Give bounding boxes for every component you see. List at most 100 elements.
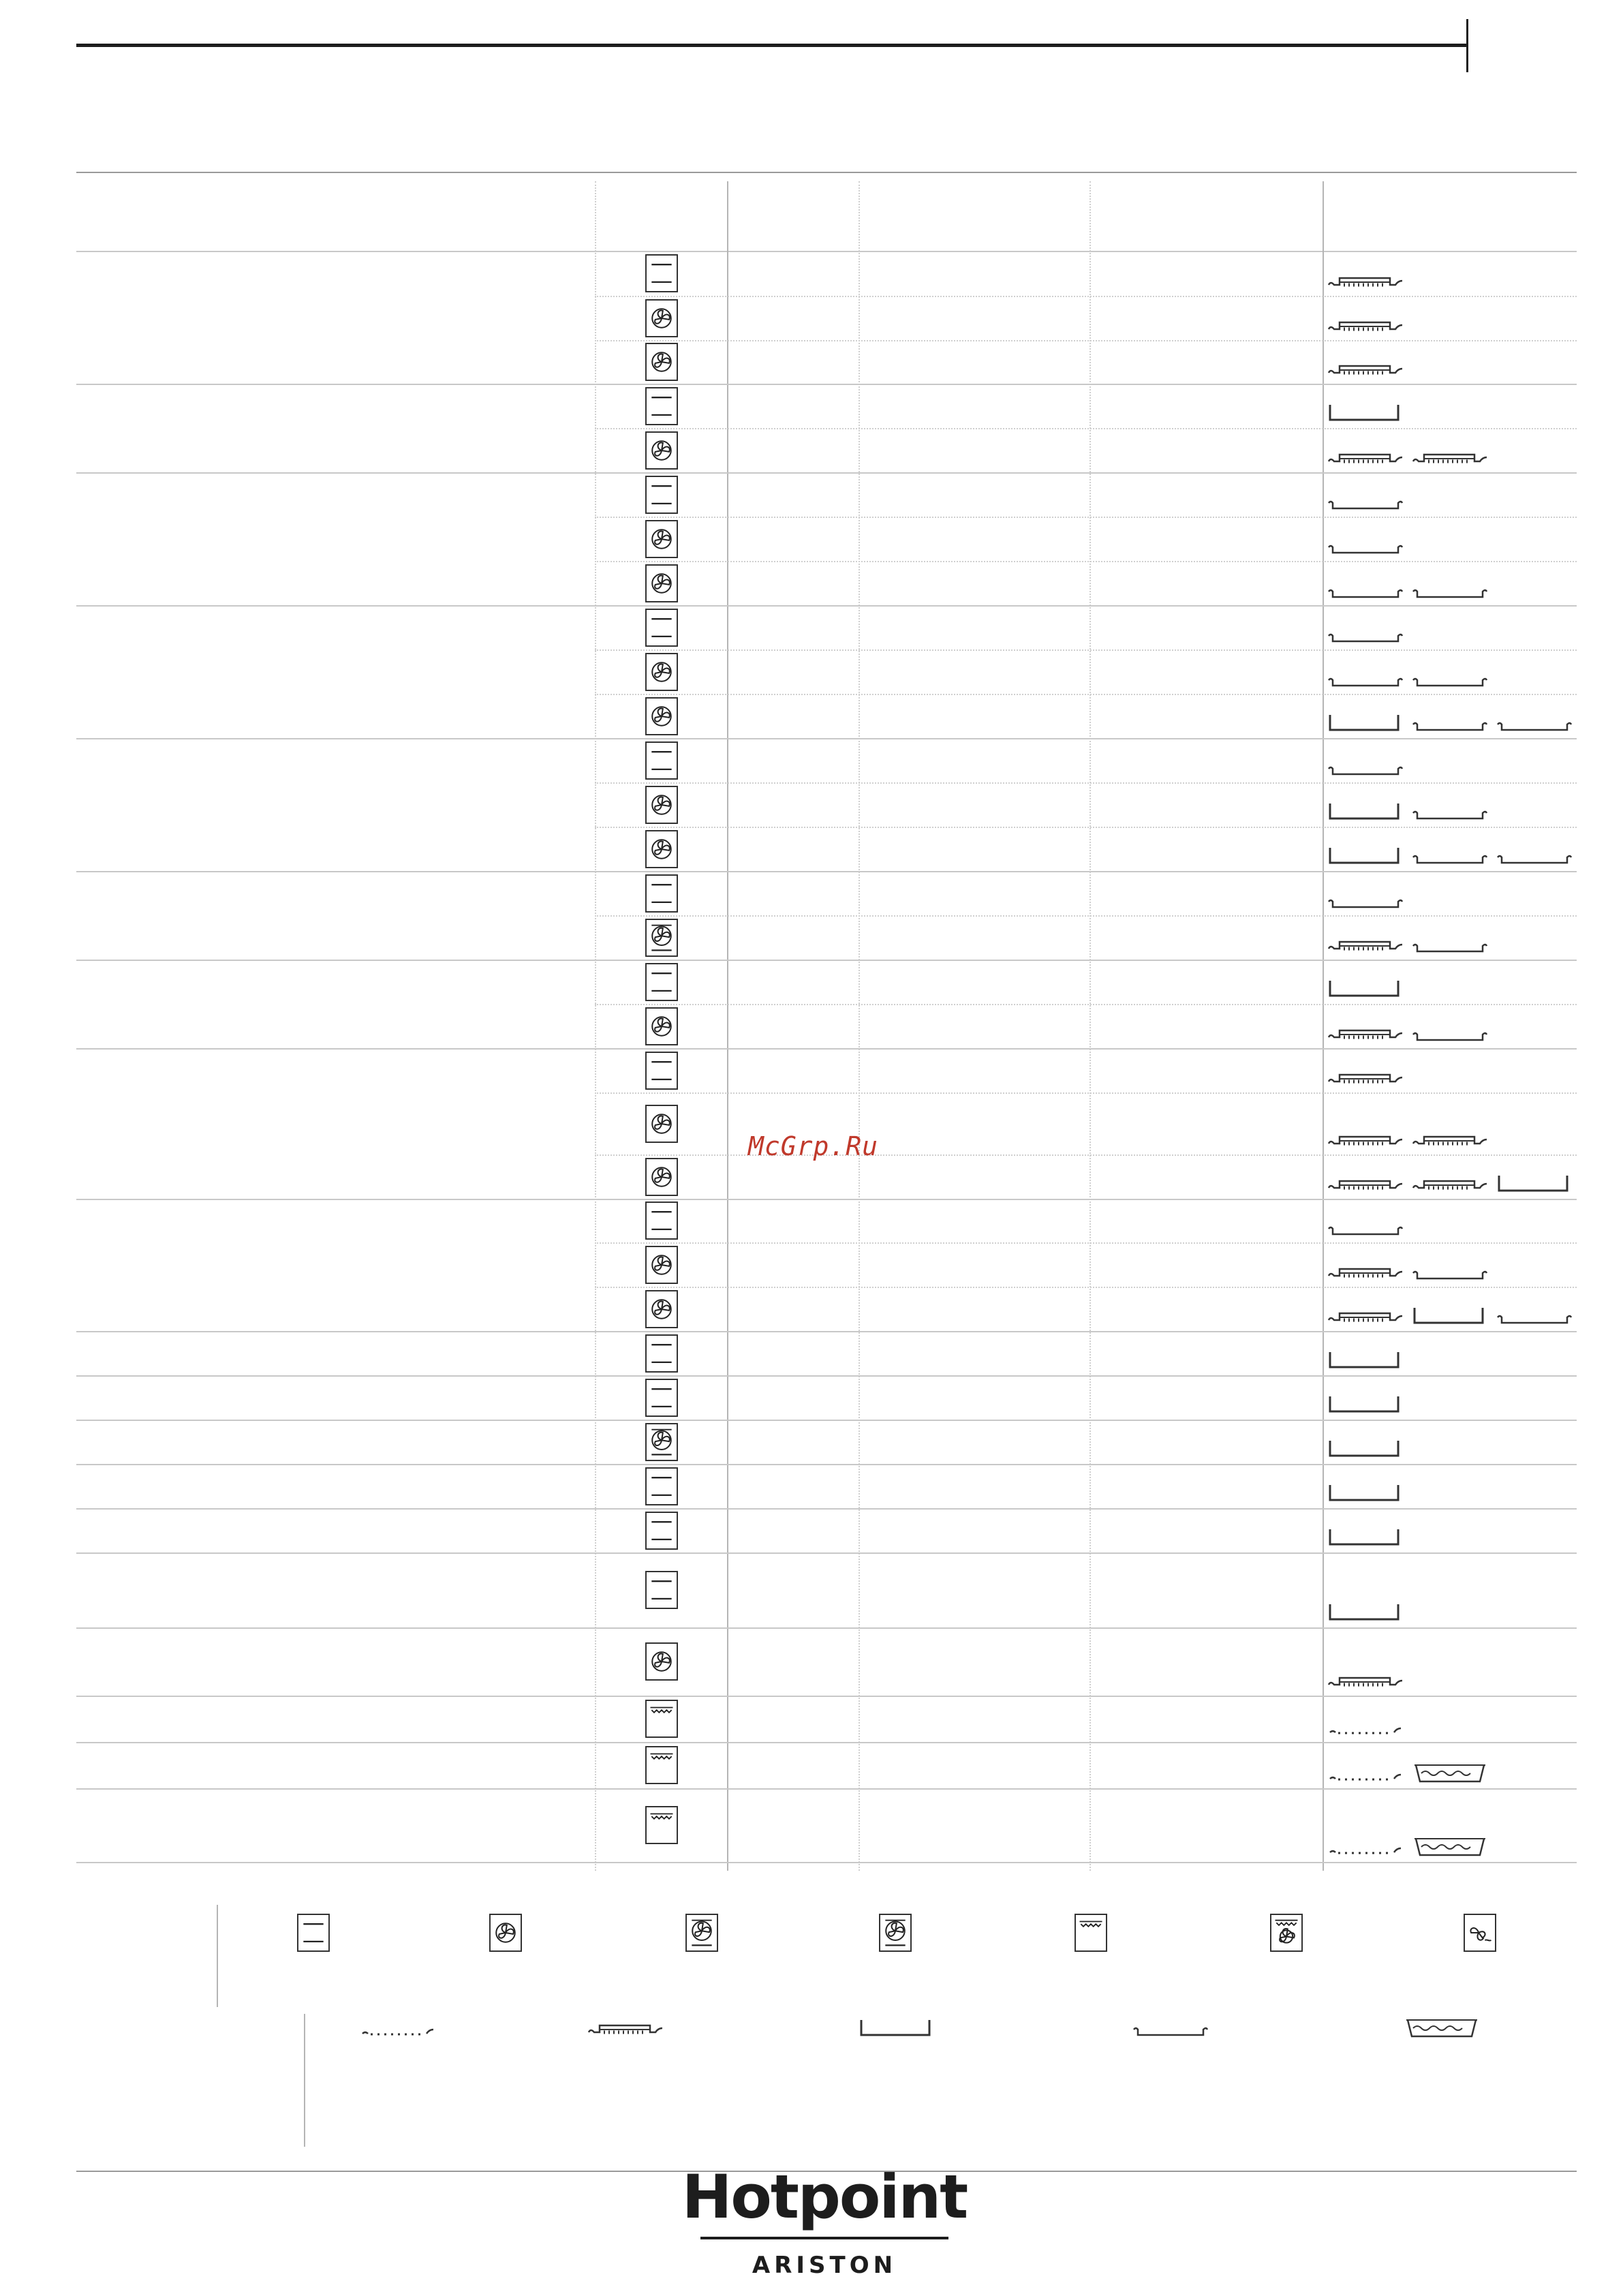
flat-tray-icon [1412, 844, 1488, 868]
conventional-oven-icon [645, 1379, 678, 1417]
deep-pan-icon [1327, 1437, 1404, 1461]
conventional-oven-icon [645, 1467, 678, 1505]
legend-flat-tray-icon [1132, 2016, 1209, 2040]
flat-tray-icon [1327, 578, 1404, 602]
legend-eco-fan-icon [1464, 1914, 1496, 1952]
baking-tray-icon [1327, 932, 1404, 957]
fan-assisted-icon [645, 299, 678, 337]
flat-tray-icon [1412, 1259, 1488, 1284]
table-row-rule [595, 1154, 1577, 1156]
legend-turbo-grill-icon [1270, 1914, 1303, 1952]
baking-tray-icon [1412, 1127, 1488, 1152]
flat-tray-icon [1412, 799, 1488, 824]
flat-tray-icon [1496, 1304, 1573, 1328]
table-column-line [1089, 181, 1092, 1871]
wire-shelf-icon [1327, 1715, 1404, 1739]
baking-tray-icon [1412, 445, 1488, 470]
fan-assisted-icon [645, 1642, 678, 1681]
table-row-rule [76, 1788, 1577, 1790]
legend-baking-tray-icon [587, 2016, 664, 2040]
baking-tray-icon [1327, 269, 1404, 293]
flat-tray-icon [1496, 711, 1573, 735]
table-column-line [1323, 181, 1325, 1871]
legend-grill-icon [1075, 1914, 1107, 1952]
table-row-rule [76, 1742, 1577, 1743]
flat-tray-icon [1412, 932, 1488, 957]
table-row-rule [595, 694, 1577, 695]
table-row-rule [76, 472, 1577, 474]
header-tick [1466, 19, 1468, 72]
table-row-rule [595, 782, 1577, 784]
baking-tray-icon [1327, 445, 1404, 470]
deep-pan-icon [1327, 1481, 1404, 1505]
fan-assisted-icon [645, 564, 678, 602]
table-row-rule [76, 384, 1577, 385]
flat-tray-icon [1327, 755, 1404, 780]
conventional-oven-icon [645, 1512, 678, 1550]
brand-subname: ARISTON [752, 2252, 897, 2279]
table-row-rule [76, 738, 1577, 739]
wire-shelf-icon [1327, 1835, 1404, 1859]
table-row-rule [76, 1696, 1577, 1697]
table-row-rule [76, 1862, 1577, 1863]
flat-tray-icon [1412, 667, 1488, 691]
table-row-rule [76, 1627, 1577, 1629]
table-row-rule [595, 915, 1577, 917]
flat-tray-icon [1412, 1021, 1488, 1045]
deep-pan-icon [1412, 1304, 1488, 1328]
fan-assisted-icon [645, 520, 678, 558]
header-rule [76, 44, 1466, 47]
legend-fan-assisted-icon [489, 1914, 522, 1952]
brand-name: Hotpoint [681, 2162, 969, 2232]
conventional-oven-icon [645, 1334, 678, 1373]
deep-pan-icon [1327, 844, 1404, 868]
flat-tray-icon [1327, 534, 1404, 558]
table-row-rule [76, 1552, 1577, 1554]
brand-logo: Hotpoint ARISTON [681, 2162, 969, 2280]
legend-conventional-oven-icon [297, 1914, 330, 1952]
table-row-rule [76, 1331, 1577, 1332]
conventional-oven-icon [645, 254, 678, 292]
table-row-rule [595, 1287, 1577, 1288]
flat-tray-icon [1327, 1215, 1404, 1240]
fan-assisted-icon [645, 1007, 678, 1045]
baking-tray-icon [1327, 1259, 1404, 1284]
fan-assisted-icon [645, 431, 678, 470]
grill-icon [645, 1700, 678, 1738]
flat-tray-icon [1327, 622, 1404, 647]
deep-pan-icon [1327, 1348, 1404, 1373]
fan-with-bottom-heater-icon [645, 919, 678, 957]
legend-fan-with-bottom-heater-icon [879, 1914, 912, 1952]
dripping-pan-with-water-icon [1412, 1835, 1488, 1859]
legend-wire-shelf-icon [360, 2016, 436, 2040]
conventional-oven-icon [645, 874, 678, 913]
table-row-rule [76, 1048, 1577, 1050]
table-row-rule [595, 1242, 1577, 1244]
deep-pan-icon [1327, 1525, 1404, 1550]
table-row-rule [76, 1420, 1577, 1421]
watermark: McGrp.Ru [748, 1131, 879, 1161]
conventional-oven-icon [645, 1052, 678, 1090]
table-row-rule [595, 561, 1577, 562]
fan-assisted-icon [645, 1246, 678, 1284]
baking-tray-icon [1327, 1127, 1404, 1152]
table-header-rule [76, 251, 1577, 252]
deep-pan-icon [1327, 401, 1404, 425]
flat-tray-icon [1412, 711, 1488, 735]
fan-assisted-icon [645, 1290, 678, 1328]
deep-pan-icon [1327, 1600, 1404, 1625]
table-row-rule [595, 340, 1577, 341]
table-row-rule [595, 428, 1577, 429]
legend-dripping-pan-with-water-icon [1404, 2016, 1480, 2040]
fan-assisted-icon [645, 697, 678, 735]
grill-icon [645, 1746, 678, 1784]
legend-fan-with-bottom-heater-icon [685, 1914, 718, 1952]
baking-tray-icon [1327, 1668, 1404, 1693]
table-row-rule [595, 1092, 1577, 1094]
flat-tray-icon [1327, 888, 1404, 913]
fan-assisted-icon [645, 653, 678, 691]
conventional-oven-icon [645, 1201, 678, 1240]
baking-tray-icon [1327, 356, 1404, 381]
conventional-oven-icon [645, 476, 678, 514]
table-column-line [859, 181, 861, 1871]
